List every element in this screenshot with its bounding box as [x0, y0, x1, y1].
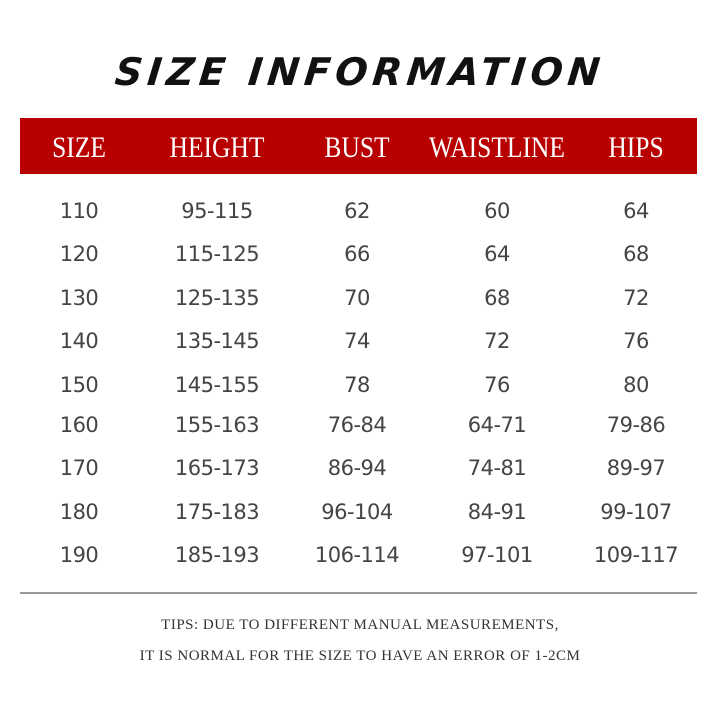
- cell-waistline: 72: [484, 329, 510, 353]
- column-header-bust: BUST: [324, 131, 390, 164]
- cell-size: 170: [59, 456, 99, 480]
- cell-waistline: 64-71: [467, 413, 527, 437]
- cell-height: 145-155: [174, 373, 260, 397]
- cell-height: 115-125: [174, 242, 260, 266]
- cell-waistline: 60: [484, 199, 510, 223]
- table-row: 150 145-155 78 76 80: [0, 370, 720, 400]
- cell-size: 190: [59, 543, 99, 567]
- cell-height: 125-135: [174, 286, 260, 310]
- cell-size: 120: [59, 242, 99, 266]
- cell-hips: 80: [623, 373, 649, 397]
- cell-waistline: 97-101: [461, 543, 533, 567]
- cell-bust: 78: [344, 373, 370, 397]
- cell-bust: 66: [344, 242, 370, 266]
- cell-bust: 106-114: [314, 543, 400, 567]
- cell-bust: 74: [344, 329, 370, 353]
- cell-hips: 89-97: [606, 456, 666, 480]
- cell-hips: 99-107: [600, 500, 672, 524]
- cell-size: 150: [59, 373, 99, 397]
- tip-line-2: IT IS NORMAL FOR THE SIZE TO HAVE AN ERR…: [139, 648, 581, 664]
- cell-hips: 109-117: [593, 543, 679, 567]
- cell-size: 130: [59, 286, 99, 310]
- cell-height: 175-183: [174, 500, 260, 524]
- cell-bust: 62: [344, 199, 370, 223]
- column-header-height: HEIGHT: [169, 131, 265, 164]
- cell-bust: 76-84: [327, 413, 387, 437]
- cell-size: 180: [59, 500, 99, 524]
- cell-hips: 76: [623, 329, 649, 353]
- table-row: 130 125-135 70 68 72: [0, 283, 720, 313]
- tip-line-1: TIPS: DUE TO DIFFERENT MANUAL MEASUREMEN…: [161, 617, 559, 633]
- cell-waistline: 68: [484, 286, 510, 310]
- column-header-waistline: WAISTLINE: [429, 131, 565, 164]
- table-row: 170 165-173 86-94 74-81 89-97: [0, 453, 720, 483]
- cell-height: 185-193: [174, 543, 260, 567]
- cell-bust: 70: [344, 286, 370, 310]
- cell-bust: 86-94: [327, 456, 387, 480]
- cell-bust: 96-104: [321, 500, 393, 524]
- cell-height: 155-163: [174, 413, 260, 437]
- column-header-hips: HIPS: [608, 131, 664, 164]
- cell-hips: 72: [623, 286, 649, 310]
- cell-waistline: 74-81: [467, 456, 527, 480]
- cell-waistline: 84-91: [467, 500, 527, 524]
- table-row: 140 135-145 74 72 76: [0, 326, 720, 356]
- cell-size: 140: [59, 329, 99, 353]
- cell-waistline: 76: [484, 373, 510, 397]
- table-row: 180 175-183 96-104 84-91 99-107: [0, 497, 720, 527]
- table-row: 190 185-193 106-114 97-101 109-117: [0, 540, 720, 570]
- cell-height: 165-173: [174, 456, 260, 480]
- table-header: SIZE HEIGHT BUST WAISTLINE HIPS: [20, 118, 697, 174]
- divider: [20, 592, 697, 594]
- page-title: SIZE INFORMATION: [112, 50, 608, 94]
- cell-height: 95-115: [181, 199, 253, 223]
- cell-height: 135-145: [174, 329, 260, 353]
- cell-hips: 79-86: [606, 413, 666, 437]
- table-row: 120 115-125 66 64 68: [0, 239, 720, 269]
- table-row: 110 95-115 62 60 64: [0, 196, 720, 226]
- cell-size: 110: [59, 199, 99, 223]
- cell-size: 160: [59, 413, 99, 437]
- table-row: 160 155-163 76-84 64-71 79-86: [0, 410, 720, 440]
- cell-waistline: 64: [484, 242, 510, 266]
- cell-hips: 64: [623, 199, 649, 223]
- cell-hips: 68: [623, 242, 649, 266]
- column-header-size: SIZE: [52, 131, 106, 164]
